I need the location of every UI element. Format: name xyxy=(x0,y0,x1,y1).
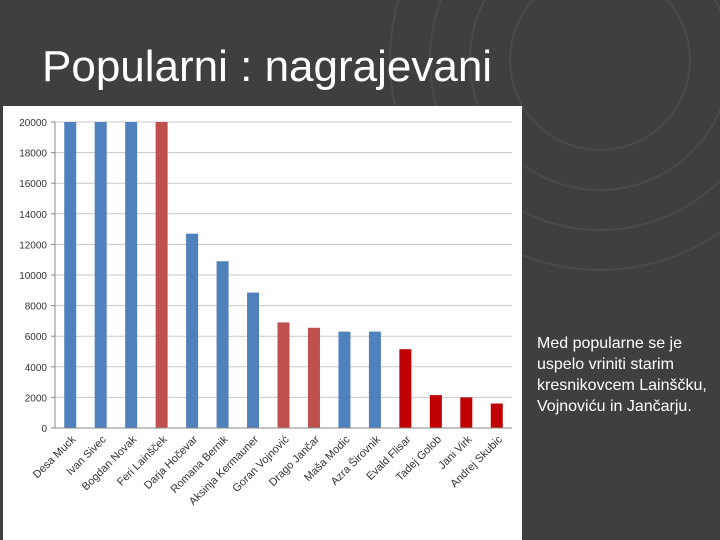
bar-chart: 0 2000 4000 6000 8000 10000 12000 14000 16000 180… xyxy=(19,118,512,508)
bar xyxy=(125,122,138,428)
slide-title: Popularni : nagrajevani xyxy=(42,42,493,91)
bar xyxy=(490,403,503,428)
bar xyxy=(277,322,290,428)
y-tick-label: 10000 xyxy=(19,271,47,282)
y-tick-label: 8000 xyxy=(25,302,48,313)
bar xyxy=(338,331,351,428)
bar xyxy=(460,397,473,428)
y-tick-label: 16000 xyxy=(19,179,47,190)
chart-bars xyxy=(64,122,503,428)
y-tick-label: 6000 xyxy=(25,332,48,343)
bar xyxy=(186,233,199,428)
y-tick-label: 2000 xyxy=(25,393,48,404)
y-tick-label: 4000 xyxy=(25,363,48,374)
x-tick-label: Darja Hočevar xyxy=(142,433,200,491)
y-tick-label: 14000 xyxy=(19,210,47,221)
y-axis-ticks: 0 2000 4000 6000 8000 10000 12000 14000 16000 180… xyxy=(19,118,55,435)
bar xyxy=(94,122,107,428)
bar xyxy=(64,122,77,428)
chart-axes xyxy=(54,122,512,429)
y-tick-label: 20000 xyxy=(19,118,47,129)
y-tick-label: 12000 xyxy=(19,240,47,251)
bar xyxy=(399,349,412,428)
bar xyxy=(155,122,168,428)
bar xyxy=(216,261,229,428)
bar xyxy=(368,331,381,428)
bar xyxy=(429,395,442,428)
side-note: Med popularne se je uspelo vriniti stari… xyxy=(537,335,707,415)
y-tick-label: 18000 xyxy=(19,149,47,160)
y-tick-label: 0 xyxy=(41,424,47,435)
bar xyxy=(247,292,260,428)
bar xyxy=(307,327,320,428)
chart-panel: 0 2000 4000 6000 8000 10000 12000 14000 16000 180… xyxy=(3,106,522,540)
